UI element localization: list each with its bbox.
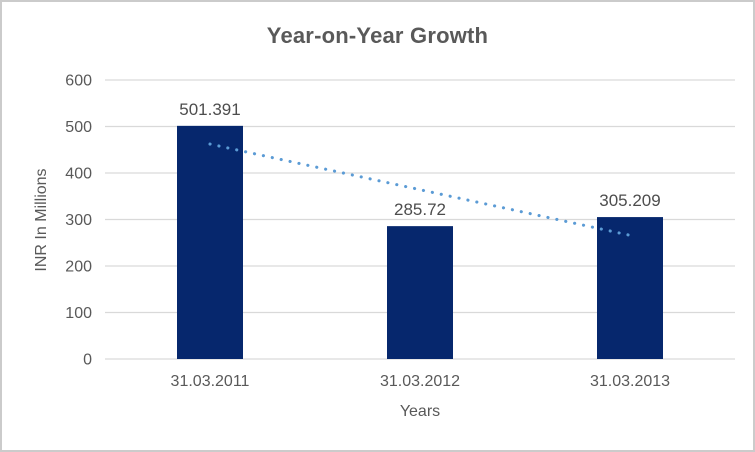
bar-31.03.2012	[387, 226, 453, 359]
bar-data-label: 305.209	[599, 191, 660, 210]
bar-31.03.2011	[177, 125, 243, 360]
x-tick-label: 31.03.2011	[171, 373, 250, 390]
x-tick-label: 31.03.2013	[590, 373, 670, 390]
bar-data-label: 285.72	[394, 200, 446, 219]
y-tick-label: 200	[65, 259, 92, 276]
y-tick-label: 0	[83, 352, 92, 369]
y-tick-label: 600	[65, 73, 92, 90]
x-tick-label: 31.03.2012	[380, 373, 460, 390]
y-tick-label: 100	[65, 305, 92, 322]
chart-title: Year-on-Year Growth	[266, 23, 489, 48]
y-tick-label: 300	[65, 212, 92, 229]
bar-31.03.2013	[597, 217, 663, 359]
bar-data-label: 501.391	[179, 100, 240, 119]
trendline	[208, 142, 632, 237]
x-axis-title: Years	[399, 403, 441, 420]
y-tick-label: 400	[65, 166, 92, 183]
y-tick-label: 500	[65, 119, 92, 136]
